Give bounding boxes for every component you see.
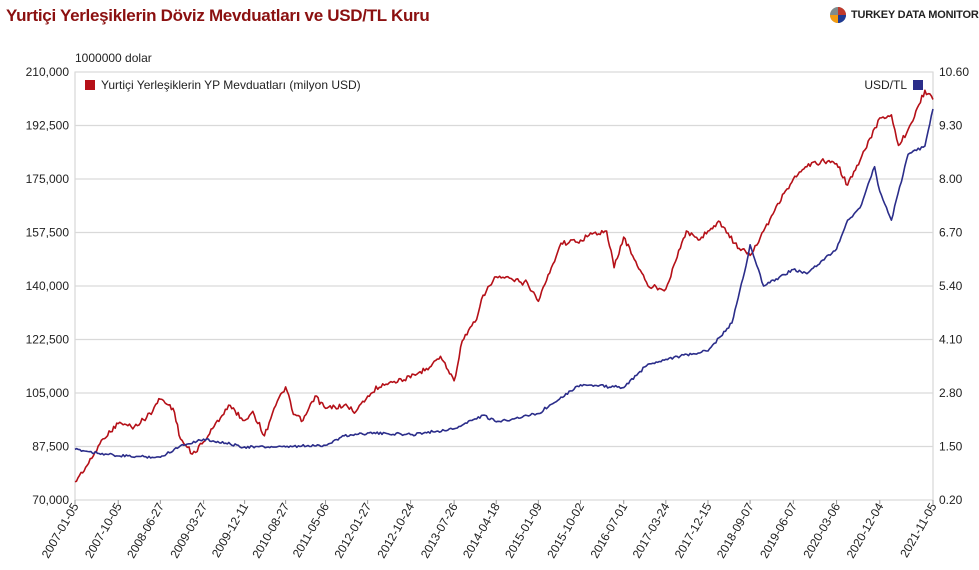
legend-marker-usdtl [913, 80, 923, 90]
y-right-tick-label: 6.70 [939, 226, 963, 240]
y-right-tick-label: 10.60 [939, 65, 969, 79]
y-left-tick-label: 157,500 [26, 226, 70, 240]
x-tick-label: 2017-12-15 [672, 500, 715, 560]
x-tick-label: 2012-10-24 [374, 500, 417, 560]
series-usdtl-line [74, 108, 934, 459]
legend-label-usdtl: USD/TL [864, 78, 907, 92]
brand-logo: TURKEY DATA MONITOR [829, 5, 979, 25]
legend-label-deposits: Yurtiçi Yerleşiklerin YP Mevduatları (mi… [101, 78, 361, 92]
y-left-tick-label: 122,500 [26, 333, 70, 347]
x-tick-label: 2007-01-05 [39, 500, 82, 560]
y-right-tick-label: 2.80 [939, 386, 963, 400]
y-left-tick-label: 140,000 [26, 279, 70, 293]
y-left-tick-label: 70,000 [32, 493, 69, 507]
globe-icon [830, 7, 846, 23]
x-tick-label: 2016-07-01 [587, 500, 630, 560]
x-tick-label: 2009-12-11 [209, 500, 252, 560]
x-tick-label: 2009-03-27 [167, 500, 210, 560]
y-right-tick-label: 9.30 [939, 119, 963, 133]
x-tick-label: 2015-10-02 [544, 500, 587, 560]
x-tick-label: 2017-03-24 [630, 500, 673, 560]
x-tick-label: 2012-01-27 [331, 500, 374, 560]
y-left-tick-label: 210,000 [26, 65, 70, 79]
x-tick-label: 2008-06-27 [124, 500, 167, 560]
x-tick-label: 2020-03-06 [800, 500, 843, 560]
x-tick-label: 2010-08-27 [249, 500, 292, 560]
brand-name: TURKEY DATA MONITOR [851, 9, 979, 21]
chart-title: Yurtiçi Yerleşiklerin Döviz Mevduatları … [6, 6, 430, 25]
legend-marker-deposits [85, 80, 95, 90]
x-tick-label: 2018-09-07 [714, 500, 757, 560]
x-tick-label: 2007-10-05 [82, 500, 125, 560]
y-right-tick-label: 0.20 [939, 493, 963, 507]
x-tick-label: 2011-05-06 [290, 500, 333, 560]
y-right-tick-label: 4.10 [939, 333, 963, 347]
x-tick-label: 2020-12-04 [844, 500, 887, 560]
y-left-tick-label: 105,000 [26, 386, 70, 400]
y-left-unit-label: 1000000 dolar [75, 51, 152, 65]
series-deposits-line [74, 89, 934, 483]
x-tick-label: 2021-11-05 [897, 500, 940, 560]
x-tick-label: 2014-04-18 [460, 500, 503, 560]
y-right-tick-label: 1.50 [939, 440, 963, 454]
y-left-tick-label: 192,500 [26, 119, 70, 133]
x-tick-label: 2019-06-07 [757, 500, 800, 560]
y-left-tick-label: 175,000 [26, 172, 70, 186]
y-left-tick-label: 87,500 [32, 440, 69, 454]
y-right-tick-label: 8.00 [939, 172, 963, 186]
y-right-tick-label: 5.40 [939, 279, 963, 293]
x-tick-label: 2015-01-09 [502, 500, 545, 560]
x-tick-label: 2013-07-26 [418, 500, 461, 560]
